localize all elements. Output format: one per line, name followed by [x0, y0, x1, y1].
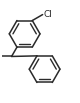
Text: Cl: Cl — [43, 10, 52, 19]
